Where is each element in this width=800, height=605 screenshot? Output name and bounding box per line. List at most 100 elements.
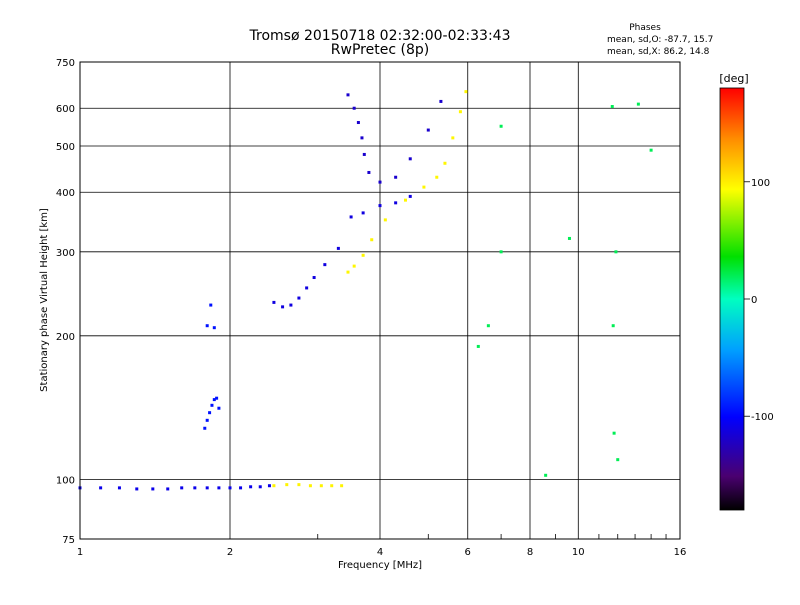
data-point [135,487,139,491]
data-point [305,286,309,290]
data-point [212,398,216,402]
data-point [422,185,426,189]
data-point [378,204,382,208]
data-point [272,484,276,488]
data-point [499,250,503,254]
data-point [151,487,155,491]
data-point [239,486,243,490]
y-tick-label: 75 [62,535,75,546]
chart-subtitle: RwPretec (8p) [331,42,429,58]
data-point [361,211,365,215]
data-point [352,106,356,110]
phases-line-x: mean, sd,X: 86.2, 14.8 [607,47,710,57]
data-point [361,253,365,257]
colorbar [719,87,745,511]
data-point [99,486,103,490]
phases-title: Phases [629,23,661,33]
data-point [636,102,640,106]
data-point [349,215,353,219]
data-point [367,170,371,174]
data-point [426,128,430,132]
x-tick-label: 6 [465,547,471,558]
data-point [362,152,366,156]
data-point [203,426,207,430]
chart-title: Tromsø 20150718 02:32:00-02:33:43 [249,28,511,44]
data-point [614,250,618,254]
data-point [394,175,398,179]
data-point [217,406,221,410]
data-point [336,246,340,250]
data-point [285,483,289,487]
data-point [205,486,209,490]
colorbar-tick-label: 0 [751,295,757,306]
data-point [215,396,219,400]
y-tick-label: 300 [56,248,75,259]
data-point [267,484,271,488]
data-point [208,411,212,415]
data-point [443,161,447,165]
data-point [340,484,344,488]
data-point [205,324,209,328]
data-point [612,431,616,435]
data-point [616,458,620,462]
data-point [499,124,503,128]
axis-ticks: 1 2 4 6 8 10 16 75 100 200 300 400 500 600 750 [56,58,686,558]
data-point [378,180,382,184]
data-point [439,99,443,103]
data-point [166,487,170,491]
data-point [435,175,439,179]
data-point [394,201,398,205]
data-point [312,276,316,280]
data-point [544,473,548,477]
y-tick-label: 400 [56,188,75,199]
data-point [383,218,387,222]
plot-frame [79,61,681,540]
x-tick-label: 4 [377,547,383,558]
colorbar-ticks: 100 0 -100 [744,178,774,423]
y-tick-label: 750 [56,58,75,69]
data-point [297,296,301,300]
data-point [451,136,455,140]
data-point [611,324,615,328]
data-point [486,324,490,328]
colorbar-tick-label: -100 [751,412,774,423]
data-point [567,236,571,240]
data-point [289,303,293,307]
phases-line-o: mean, sd,O: -87.7, 15.7 [607,35,713,45]
data-point [319,484,323,488]
data-point [476,344,480,348]
data-point [346,270,350,274]
data-point [408,157,412,161]
x-tick-label: 16 [674,547,687,558]
data-point [403,198,407,202]
data-point [370,238,374,242]
data-point [228,486,232,490]
data-point [205,418,209,422]
y-tick-label: 100 [56,475,75,486]
y-tick-label: 600 [56,104,75,115]
grid-lines [80,62,680,539]
x-axis-label: Frequency [MHz] [338,560,422,571]
data-point [297,483,301,487]
data-point [308,484,312,488]
data-point [209,303,213,307]
y-axis-label: Stationary phase Virtual Height [km] [39,208,50,392]
data-point [352,264,356,268]
colorbar-tick-label: 100 [751,178,770,189]
data-point [217,486,221,490]
data-point [464,90,468,94]
data-points [78,90,653,491]
data-point [649,148,653,152]
x-tick-label: 8 [527,547,533,558]
data-point [210,403,214,407]
colorbar-label: [deg] [719,72,748,85]
data-point [330,484,334,488]
data-point [193,486,197,490]
data-point [458,110,462,114]
data-point [272,300,276,304]
data-point [180,486,184,490]
data-point [360,136,364,140]
data-point [212,326,216,330]
